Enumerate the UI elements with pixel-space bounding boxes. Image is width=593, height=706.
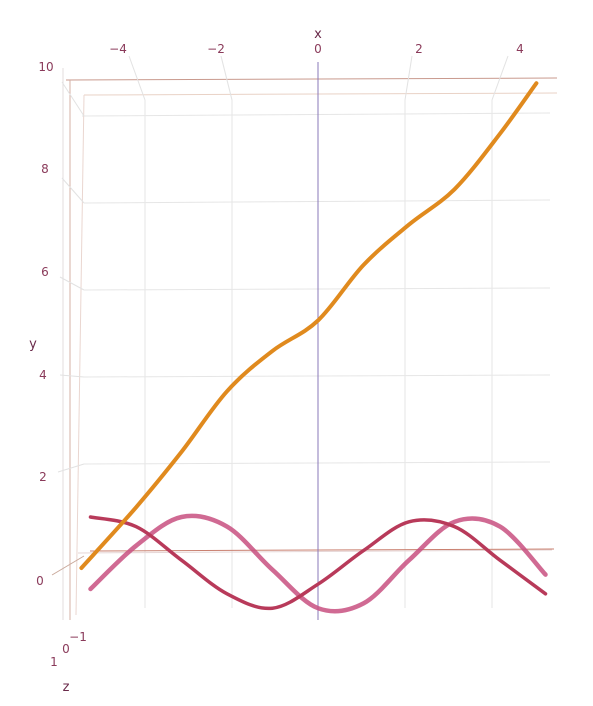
y-tick-connector bbox=[61, 81, 85, 117]
x-tick-label: 2 bbox=[415, 42, 423, 56]
y-tick-connector bbox=[61, 177, 85, 204]
series-layer bbox=[79, 81, 548, 614]
gridline-h-back bbox=[83, 287, 551, 291]
z-tick-label: 0 bbox=[62, 642, 70, 656]
gridline-h-back bbox=[83, 199, 551, 204]
gridline-h-back bbox=[77, 549, 553, 554]
x-tick-connector bbox=[220, 55, 233, 101]
x-axis-title: x bbox=[314, 27, 322, 42]
y-tick-label: 2 bbox=[39, 470, 47, 484]
gridline-h-back bbox=[81, 112, 551, 117]
gridline-h-back bbox=[83, 461, 551, 465]
y-tick-label: 0 bbox=[36, 574, 44, 588]
x-tick-label: 0 bbox=[314, 42, 322, 56]
top-back-edge bbox=[65, 77, 558, 81]
back-plane-grid bbox=[62, 68, 558, 620]
x-tick-connector bbox=[404, 55, 413, 101]
y-tick-label: 6 bbox=[41, 265, 49, 279]
series-line-1 bbox=[79, 81, 539, 570]
z-tick-label: −1 bbox=[69, 630, 87, 644]
y-tick-connector bbox=[59, 374, 85, 378]
y-tick-label: 10 bbox=[38, 60, 53, 74]
z-axis-title: z bbox=[63, 680, 70, 695]
x-tick-connector bbox=[491, 55, 509, 101]
y-tick-connector bbox=[59, 276, 85, 291]
z-tick-labels: −1 0 1 z bbox=[50, 630, 87, 695]
series-line-3 bbox=[88, 513, 548, 614]
x-tick-labels: −4 −2 0 2 4 x bbox=[109, 27, 524, 56]
y-tick-connector bbox=[51, 555, 85, 576]
series-line-2 bbox=[88, 515, 548, 611]
y-tick-labels: 0 2 4 6 8 10 y bbox=[29, 60, 53, 588]
y-axis-title: y bbox=[29, 337, 37, 352]
left-back-edge-2 bbox=[75, 94, 85, 616]
x-tick-connector bbox=[128, 55, 146, 101]
top-back-edge-2 bbox=[83, 92, 558, 96]
y-tick-label: 4 bbox=[39, 368, 47, 382]
x-tick-label: −2 bbox=[207, 42, 225, 56]
x-tick-label: 4 bbox=[516, 42, 524, 56]
z-tick-label: 1 bbox=[50, 655, 58, 669]
gridline-h-back bbox=[83, 374, 551, 378]
axis-connectors bbox=[51, 55, 509, 576]
y-tick-connector bbox=[57, 463, 85, 473]
x-tick-label: −4 bbox=[109, 42, 127, 56]
y-tick-label: 8 bbox=[41, 162, 49, 176]
